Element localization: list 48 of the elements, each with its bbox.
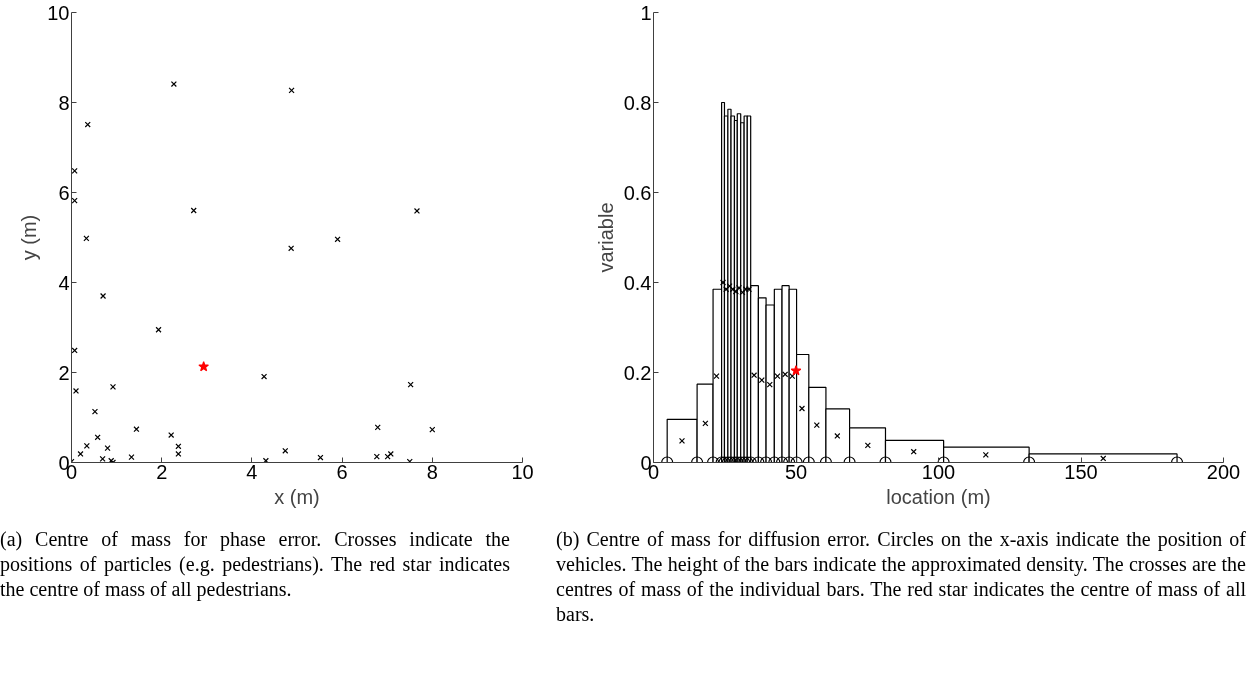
x-tick-label: 4 — [246, 460, 258, 483]
x-axis-title: location (m) — [886, 485, 991, 508]
x-axis-title: x (m) — [274, 485, 320, 508]
point — [261, 373, 268, 380]
x-tick-label: 8 — [426, 460, 438, 483]
point — [84, 121, 91, 128]
x-tick-label: 200 — [1206, 460, 1241, 483]
x-tick-label: 50 — [784, 460, 808, 483]
y-tick-label: 0.4 — [623, 271, 652, 294]
point — [262, 457, 269, 463]
y-tick-label: 8 — [58, 91, 70, 114]
y-axis-title: variable — [594, 202, 617, 273]
point — [175, 443, 182, 450]
point — [168, 431, 175, 439]
x-tick-label: 2 — [156, 460, 168, 483]
y-tick-label: 10 — [47, 1, 70, 24]
point — [71, 347, 78, 354]
point — [190, 207, 197, 214]
point — [373, 453, 380, 460]
x-tick-label: 6 — [336, 460, 348, 483]
point — [406, 458, 413, 463]
text: (a) Centre of mass for phase error. Crosses indicate the positions of particles (e.g. pedestrians). The red star indicates the centre of mass of all pedestrians. — [0, 527, 510, 602]
point — [77, 450, 84, 458]
point — [99, 455, 106, 462]
point — [374, 424, 381, 431]
y-tick-label: 0.2 — [623, 361, 652, 384]
y-tick-label: 0.8 — [623, 91, 652, 114]
point — [128, 454, 135, 461]
text: (b) Centre of mass for diffusion error. Circles on the x-axis indicate the position of vehicles. The height of the bars indicate the approximated density. The crosses are the centres of mass of the individual bars. The red star indicates the centre of mass of all bars. — [556, 527, 1246, 627]
x-tick-label: 150 — [1064, 460, 1098, 483]
y-tick-label: 4 — [58, 271, 70, 294]
point — [104, 445, 111, 452]
point — [334, 236, 341, 243]
y-tick-label: 2 — [58, 361, 70, 384]
y-tick-label: 0.6 — [623, 181, 652, 204]
x-tick-label: 100 — [921, 460, 956, 483]
point — [133, 426, 140, 433]
point — [198, 361, 209, 372]
point — [288, 245, 295, 252]
y-axis-title: y (m) — [18, 214, 41, 261]
y-tick-label: 1 — [640, 1, 652, 24]
y-tick-label: 6 — [58, 181, 70, 204]
x-tick-label: 10 — [511, 460, 534, 483]
point — [109, 383, 117, 390]
point — [71, 167, 78, 174]
point — [91, 408, 99, 415]
point — [155, 326, 162, 333]
point — [175, 450, 182, 458]
